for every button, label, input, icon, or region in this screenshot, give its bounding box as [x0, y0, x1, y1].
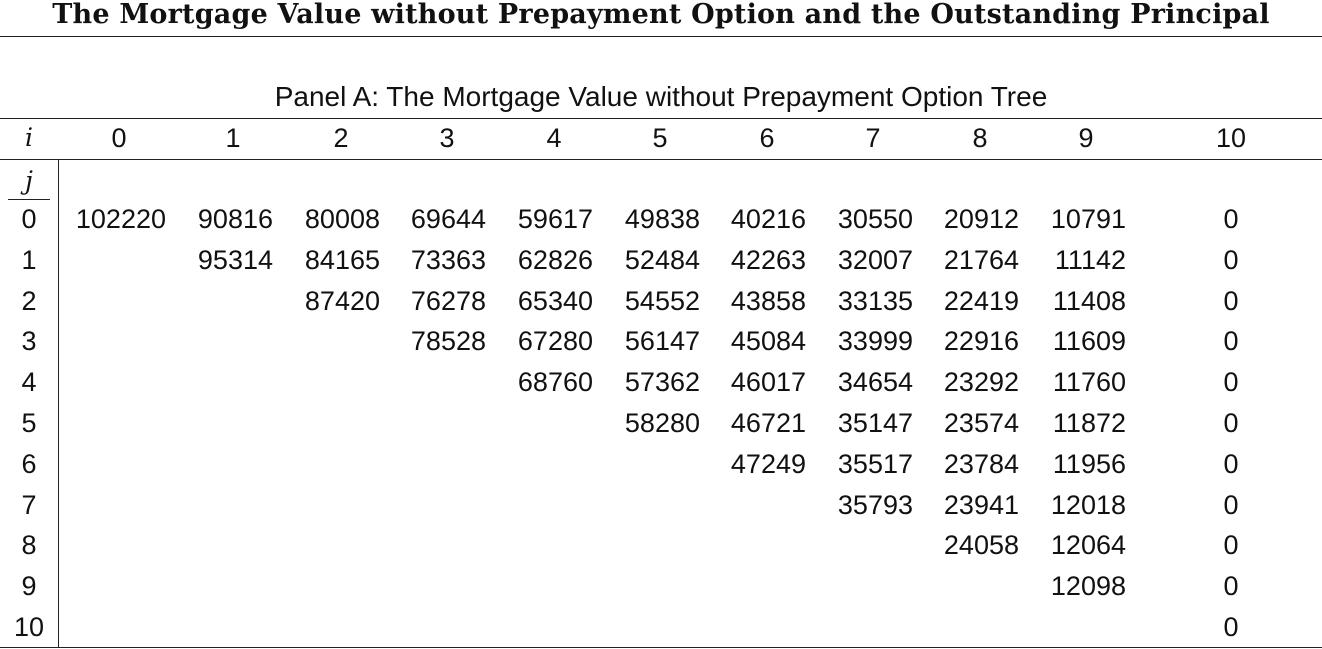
table-cell: 22419	[943, 286, 1019, 316]
col-header-j: j	[25, 166, 33, 195]
column-header-0: 0	[111, 123, 127, 153]
row-label: 6	[21, 449, 37, 479]
table-cell: 68760	[517, 367, 593, 397]
table-cell: 24058	[943, 530, 1019, 560]
column-header-2: 2	[333, 123, 349, 153]
table-cell: 30550	[837, 204, 913, 234]
table-cell: 20912	[943, 204, 1019, 234]
table-cell: 47249	[730, 449, 806, 479]
table-cell: 21764	[943, 245, 1019, 275]
column-header-9: 9	[1078, 123, 1094, 153]
table-cell: 23941	[943, 490, 1019, 520]
table-cell: 35793	[837, 490, 913, 520]
table-cell: 58280	[624, 408, 700, 438]
table-cell: 43858	[730, 286, 806, 316]
table-cell: 23784	[943, 449, 1019, 479]
table-cell: 0	[1223, 530, 1239, 560]
table-cell: 11142	[1054, 245, 1126, 275]
table-cell: 11760	[1052, 367, 1126, 397]
column-header-4: 4	[546, 123, 562, 153]
row-label: 9	[21, 571, 37, 601]
row-label: 1	[21, 245, 37, 275]
column-header-1: 1	[225, 123, 241, 153]
table-cell: 59617	[517, 204, 593, 234]
row-label: 0	[21, 204, 37, 234]
table-cell: 10791	[1050, 204, 1126, 234]
table-cell: 11609	[1052, 326, 1126, 356]
table-cell: 76278	[410, 286, 486, 316]
top-rule	[0, 36, 1322, 37]
table-cell: 23292	[943, 367, 1019, 397]
column-header-3: 3	[439, 123, 455, 153]
table-cell: 52484	[624, 245, 700, 275]
table-cell: 84165	[304, 245, 380, 275]
table-cell: 0	[1223, 571, 1239, 601]
row-label: 3	[21, 326, 37, 356]
table-cell: 78528	[410, 326, 486, 356]
table-cell: 49838	[624, 204, 700, 234]
table-cell: 0	[1223, 408, 1239, 438]
table-cell: 46721	[730, 408, 806, 438]
table-cell: 90816	[197, 204, 273, 234]
table-cell: 11956	[1052, 449, 1126, 479]
table-cell: 80008	[304, 204, 380, 234]
table-cell: 0	[1223, 286, 1239, 316]
row-label: 2	[21, 286, 37, 316]
column-header-10: 10	[1215, 123, 1247, 153]
table-cell: 0	[1223, 490, 1239, 520]
row-label: 10	[13, 612, 45, 642]
table-cell: 65340	[517, 286, 593, 316]
table-cell: 0	[1223, 367, 1239, 397]
table-cell: 54552	[624, 286, 700, 316]
table-cell: 0	[1223, 204, 1239, 234]
table-cell: 73363	[410, 245, 486, 275]
row-label: 4	[21, 367, 37, 397]
table-cell: 23574	[943, 408, 1019, 438]
table-cell: 35147	[837, 408, 913, 438]
table-cell: 34654	[837, 367, 913, 397]
table-cell: 11408	[1052, 286, 1126, 316]
table-cell: 22916	[943, 326, 1019, 356]
row-label: 8	[21, 530, 37, 560]
table-cell: 11872	[1052, 408, 1126, 438]
table-cell: 12018	[1050, 490, 1126, 520]
row-header-i: i	[25, 123, 33, 152]
row-label: 7	[21, 490, 37, 520]
table-cell: 0	[1223, 245, 1239, 275]
column-header-5: 5	[652, 123, 668, 153]
table-cell: 57362	[624, 367, 700, 397]
table-cell: 40216	[730, 204, 806, 234]
table-cell: 102220	[75, 204, 166, 234]
panel-rule	[0, 118, 1322, 119]
table-cell: 95314	[197, 245, 273, 275]
table-cell: 69644	[410, 204, 486, 234]
table-cell: 87420	[304, 286, 380, 316]
table-cell: 67280	[517, 326, 593, 356]
stub-divider	[58, 160, 59, 648]
header-rule	[0, 159, 1322, 160]
table-cell: 46017	[730, 367, 806, 397]
table-cell: 33999	[837, 326, 913, 356]
column-header-7: 7	[865, 123, 881, 153]
table-cell: 12064	[1050, 530, 1126, 560]
table-title: The Mortgage Value without Prepayment Op…	[52, 0, 1270, 30]
table-cell: 56147	[624, 326, 700, 356]
table-cell: 0	[1223, 449, 1239, 479]
col-header-underline	[8, 199, 50, 200]
table-cell: 42263	[730, 245, 806, 275]
panel-title: Panel A: The Mortgage Value without Prep…	[274, 81, 1048, 112]
table-cell: 62826	[517, 245, 593, 275]
table-cell: 0	[1223, 326, 1239, 356]
table-cell: 32007	[837, 245, 913, 275]
bottom-rule	[0, 647, 1322, 648]
table-cell: 33135	[837, 286, 913, 316]
column-header-6: 6	[759, 123, 775, 153]
table-cell: 45084	[730, 326, 806, 356]
row-label: 5	[21, 408, 37, 438]
column-header-8: 8	[972, 123, 988, 153]
table-cell: 35517	[837, 449, 913, 479]
table-cell: 12098	[1050, 571, 1126, 601]
table-cell: 0	[1223, 612, 1239, 642]
